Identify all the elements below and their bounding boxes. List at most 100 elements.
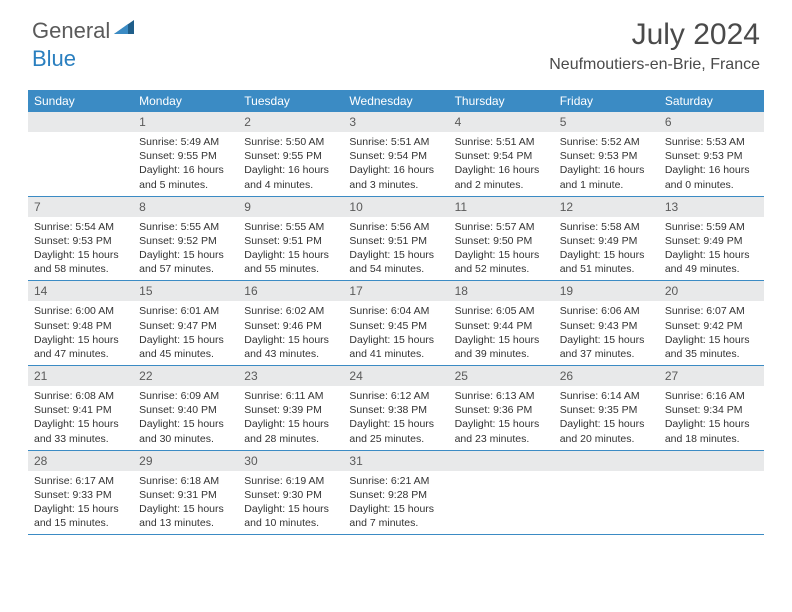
day-number: 23 — [238, 366, 343, 386]
empty-day-number — [449, 451, 554, 471]
day-content: Sunrise: 5:49 AMSunset: 9:55 PMDaylight:… — [133, 132, 238, 196]
day-content: Sunrise: 6:09 AMSunset: 9:40 PMDaylight:… — [133, 386, 238, 450]
day-content: Sunrise: 5:52 AMSunset: 9:53 PMDaylight:… — [554, 132, 659, 196]
weeks-container: 1Sunrise: 5:49 AMSunset: 9:55 PMDaylight… — [28, 112, 764, 535]
day-content: Sunrise: 5:57 AMSunset: 9:50 PMDaylight:… — [449, 217, 554, 281]
day-number: 14 — [28, 281, 133, 301]
day-cell: 4Sunrise: 5:51 AMSunset: 9:54 PMDaylight… — [449, 112, 554, 196]
day-number: 13 — [659, 197, 764, 217]
empty-day-cell — [28, 112, 133, 196]
day-cell: 27Sunrise: 6:16 AMSunset: 9:34 PMDayligh… — [659, 366, 764, 450]
day-cell: 7Sunrise: 5:54 AMSunset: 9:53 PMDaylight… — [28, 197, 133, 281]
weekday-cell: Monday — [133, 90, 238, 112]
empty-day-number — [659, 451, 764, 471]
day-cell: 10Sunrise: 5:56 AMSunset: 9:51 PMDayligh… — [343, 197, 448, 281]
day-content: Sunrise: 5:51 AMSunset: 9:54 PMDaylight:… — [343, 132, 448, 196]
day-number: 10 — [343, 197, 448, 217]
empty-day-cell — [659, 451, 764, 535]
day-cell: 20Sunrise: 6:07 AMSunset: 9:42 PMDayligh… — [659, 281, 764, 365]
day-cell: 24Sunrise: 6:12 AMSunset: 9:38 PMDayligh… — [343, 366, 448, 450]
day-cell: 26Sunrise: 6:14 AMSunset: 9:35 PMDayligh… — [554, 366, 659, 450]
day-number: 24 — [343, 366, 448, 386]
day-number: 26 — [554, 366, 659, 386]
day-content: Sunrise: 6:13 AMSunset: 9:36 PMDaylight:… — [449, 386, 554, 450]
day-content: Sunrise: 6:05 AMSunset: 9:44 PMDaylight:… — [449, 301, 554, 365]
calendar: SundayMondayTuesdayWednesdayThursdayFrid… — [28, 90, 764, 535]
weekday-cell: Thursday — [449, 90, 554, 112]
day-number: 22 — [133, 366, 238, 386]
day-content: Sunrise: 6:17 AMSunset: 9:33 PMDaylight:… — [28, 471, 133, 535]
day-cell: 19Sunrise: 6:06 AMSunset: 9:43 PMDayligh… — [554, 281, 659, 365]
day-cell: 29Sunrise: 6:18 AMSunset: 9:31 PMDayligh… — [133, 451, 238, 535]
day-number: 31 — [343, 451, 448, 471]
week-row: 1Sunrise: 5:49 AMSunset: 9:55 PMDaylight… — [28, 112, 764, 197]
day-cell: 21Sunrise: 6:08 AMSunset: 9:41 PMDayligh… — [28, 366, 133, 450]
day-content: Sunrise: 5:56 AMSunset: 9:51 PMDaylight:… — [343, 217, 448, 281]
day-content: Sunrise: 6:11 AMSunset: 9:39 PMDaylight:… — [238, 386, 343, 450]
day-cell: 31Sunrise: 6:21 AMSunset: 9:28 PMDayligh… — [343, 451, 448, 535]
day-content: Sunrise: 6:04 AMSunset: 9:45 PMDaylight:… — [343, 301, 448, 365]
day-number: 29 — [133, 451, 238, 471]
day-cell: 25Sunrise: 6:13 AMSunset: 9:36 PMDayligh… — [449, 366, 554, 450]
day-number: 28 — [28, 451, 133, 471]
day-content: Sunrise: 5:54 AMSunset: 9:53 PMDaylight:… — [28, 217, 133, 281]
day-number: 18 — [449, 281, 554, 301]
day-content: Sunrise: 5:51 AMSunset: 9:54 PMDaylight:… — [449, 132, 554, 196]
day-cell: 6Sunrise: 5:53 AMSunset: 9:53 PMDaylight… — [659, 112, 764, 196]
logo-text-general: General — [32, 18, 110, 44]
day-number: 12 — [554, 197, 659, 217]
day-cell: 12Sunrise: 5:58 AMSunset: 9:49 PMDayligh… — [554, 197, 659, 281]
day-cell: 30Sunrise: 6:19 AMSunset: 9:30 PMDayligh… — [238, 451, 343, 535]
day-number: 16 — [238, 281, 343, 301]
day-cell: 15Sunrise: 6:01 AMSunset: 9:47 PMDayligh… — [133, 281, 238, 365]
day-content: Sunrise: 6:01 AMSunset: 9:47 PMDaylight:… — [133, 301, 238, 365]
day-number: 17 — [343, 281, 448, 301]
day-cell: 17Sunrise: 6:04 AMSunset: 9:45 PMDayligh… — [343, 281, 448, 365]
weekday-header-row: SundayMondayTuesdayWednesdayThursdayFrid… — [28, 90, 764, 112]
day-number: 21 — [28, 366, 133, 386]
logo-text-blue: Blue — [32, 46, 76, 71]
day-cell: 28Sunrise: 6:17 AMSunset: 9:33 PMDayligh… — [28, 451, 133, 535]
weekday-cell: Wednesday — [343, 90, 448, 112]
day-content: Sunrise: 5:50 AMSunset: 9:55 PMDaylight:… — [238, 132, 343, 196]
day-number: 11 — [449, 197, 554, 217]
day-number: 27 — [659, 366, 764, 386]
day-cell: 13Sunrise: 5:59 AMSunset: 9:49 PMDayligh… — [659, 197, 764, 281]
logo: General — [32, 18, 138, 44]
day-cell: 16Sunrise: 6:02 AMSunset: 9:46 PMDayligh… — [238, 281, 343, 365]
day-number: 9 — [238, 197, 343, 217]
weekday-cell: Sunday — [28, 90, 133, 112]
day-number: 2 — [238, 112, 343, 132]
day-number: 6 — [659, 112, 764, 132]
day-content: Sunrise: 6:16 AMSunset: 9:34 PMDaylight:… — [659, 386, 764, 450]
day-content: Sunrise: 5:59 AMSunset: 9:49 PMDaylight:… — [659, 217, 764, 281]
weekday-cell: Tuesday — [238, 90, 343, 112]
empty-day-cell — [554, 451, 659, 535]
week-row: 7Sunrise: 5:54 AMSunset: 9:53 PMDaylight… — [28, 197, 764, 282]
day-content: Sunrise: 6:21 AMSunset: 9:28 PMDaylight:… — [343, 471, 448, 535]
day-number: 4 — [449, 112, 554, 132]
day-content: Sunrise: 6:14 AMSunset: 9:35 PMDaylight:… — [554, 386, 659, 450]
logo-sub: Blue — [32, 46, 76, 72]
day-cell: 23Sunrise: 6:11 AMSunset: 9:39 PMDayligh… — [238, 366, 343, 450]
day-number: 5 — [554, 112, 659, 132]
weekday-cell: Saturday — [659, 90, 764, 112]
day-cell: 14Sunrise: 6:00 AMSunset: 9:48 PMDayligh… — [28, 281, 133, 365]
day-cell: 3Sunrise: 5:51 AMSunset: 9:54 PMDaylight… — [343, 112, 448, 196]
week-row: 21Sunrise: 6:08 AMSunset: 9:41 PMDayligh… — [28, 366, 764, 451]
day-content: Sunrise: 6:18 AMSunset: 9:31 PMDaylight:… — [133, 471, 238, 535]
day-number: 8 — [133, 197, 238, 217]
day-content: Sunrise: 6:02 AMSunset: 9:46 PMDaylight:… — [238, 301, 343, 365]
empty-day-number — [28, 112, 133, 132]
day-content: Sunrise: 5:58 AMSunset: 9:49 PMDaylight:… — [554, 217, 659, 281]
day-content: Sunrise: 6:06 AMSunset: 9:43 PMDaylight:… — [554, 301, 659, 365]
day-content: Sunrise: 5:53 AMSunset: 9:53 PMDaylight:… — [659, 132, 764, 196]
triangle-icon — [114, 18, 136, 41]
weekday-cell: Friday — [554, 90, 659, 112]
day-cell: 5Sunrise: 5:52 AMSunset: 9:53 PMDaylight… — [554, 112, 659, 196]
day-content: Sunrise: 6:07 AMSunset: 9:42 PMDaylight:… — [659, 301, 764, 365]
day-cell: 9Sunrise: 5:55 AMSunset: 9:51 PMDaylight… — [238, 197, 343, 281]
day-content: Sunrise: 5:55 AMSunset: 9:52 PMDaylight:… — [133, 217, 238, 281]
day-content: Sunrise: 6:12 AMSunset: 9:38 PMDaylight:… — [343, 386, 448, 450]
day-cell: 2Sunrise: 5:50 AMSunset: 9:55 PMDaylight… — [238, 112, 343, 196]
